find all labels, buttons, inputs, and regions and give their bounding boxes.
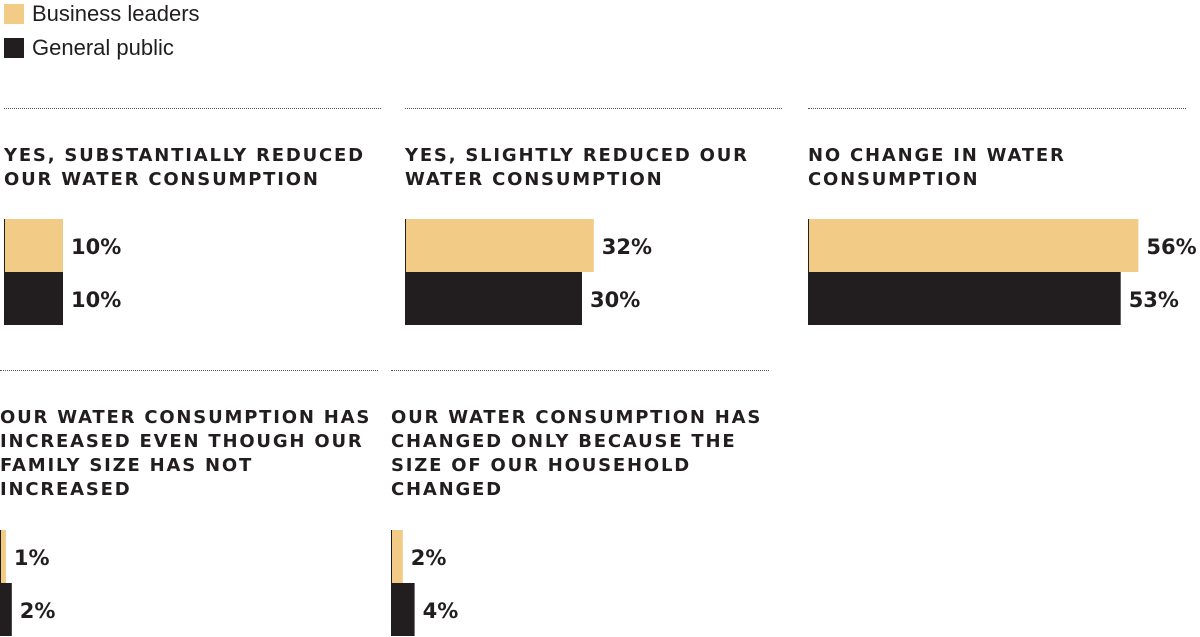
bar-business-leaders <box>0 530 6 583</box>
legend-item-general-public: General public <box>4 28 200 68</box>
legend-swatch-general-public <box>4 38 24 58</box>
value-label: 4% <box>423 599 459 623</box>
panel-divider <box>808 108 1186 109</box>
panel-bars: 56% 53% <box>808 219 1197 325</box>
legend-swatch-business-leaders <box>4 4 24 24</box>
panel-bars: 10% 10% <box>4 219 121 325</box>
panel-bars: 32% 30% <box>405 219 652 325</box>
panel-title: Our water consumption has increased even… <box>0 407 372 500</box>
panel-divider <box>405 108 782 109</box>
legend-item-business-leaders: Business leaders <box>4 0 200 28</box>
value-label: 1% <box>14 546 50 570</box>
bar-general-public <box>391 583 415 636</box>
value-label: 10% <box>71 288 121 312</box>
value-label: 53% <box>1129 288 1179 312</box>
bar-business-leaders <box>808 219 1139 272</box>
value-label: 2% <box>411 546 447 570</box>
panel-bars: 2% 4% <box>391 530 459 636</box>
legend: Business leaders General public <box>4 0 200 68</box>
panel-divider <box>391 370 769 371</box>
bar-general-public <box>0 583 12 636</box>
legend-label-general-public: General public <box>32 35 174 60</box>
bar-business-leaders <box>405 219 594 272</box>
legend-label-business-leaders: Business leaders <box>32 1 200 26</box>
value-label: 30% <box>590 288 640 312</box>
bar-general-public <box>4 272 63 325</box>
value-label: 10% <box>71 235 121 259</box>
bar-general-public <box>405 272 582 325</box>
panel-divider <box>0 370 378 371</box>
bar-business-leaders <box>4 219 63 272</box>
panel-title: Yes, substantially reduced our water con… <box>4 145 365 190</box>
panel-title: Yes, slightly reduced our water consumpt… <box>405 145 749 190</box>
panel-title: Our water consumption has changed only b… <box>391 407 763 500</box>
value-label: 2% <box>20 599 56 623</box>
panel-title: No change in water consumption <box>808 145 1066 190</box>
bar-general-public <box>808 272 1121 325</box>
value-label: 32% <box>602 235 652 259</box>
panel-bars: 1% 2% <box>0 530 56 636</box>
bar-business-leaders <box>391 530 403 583</box>
panel-divider <box>4 108 381 109</box>
value-label: 56% <box>1146 235 1196 259</box>
